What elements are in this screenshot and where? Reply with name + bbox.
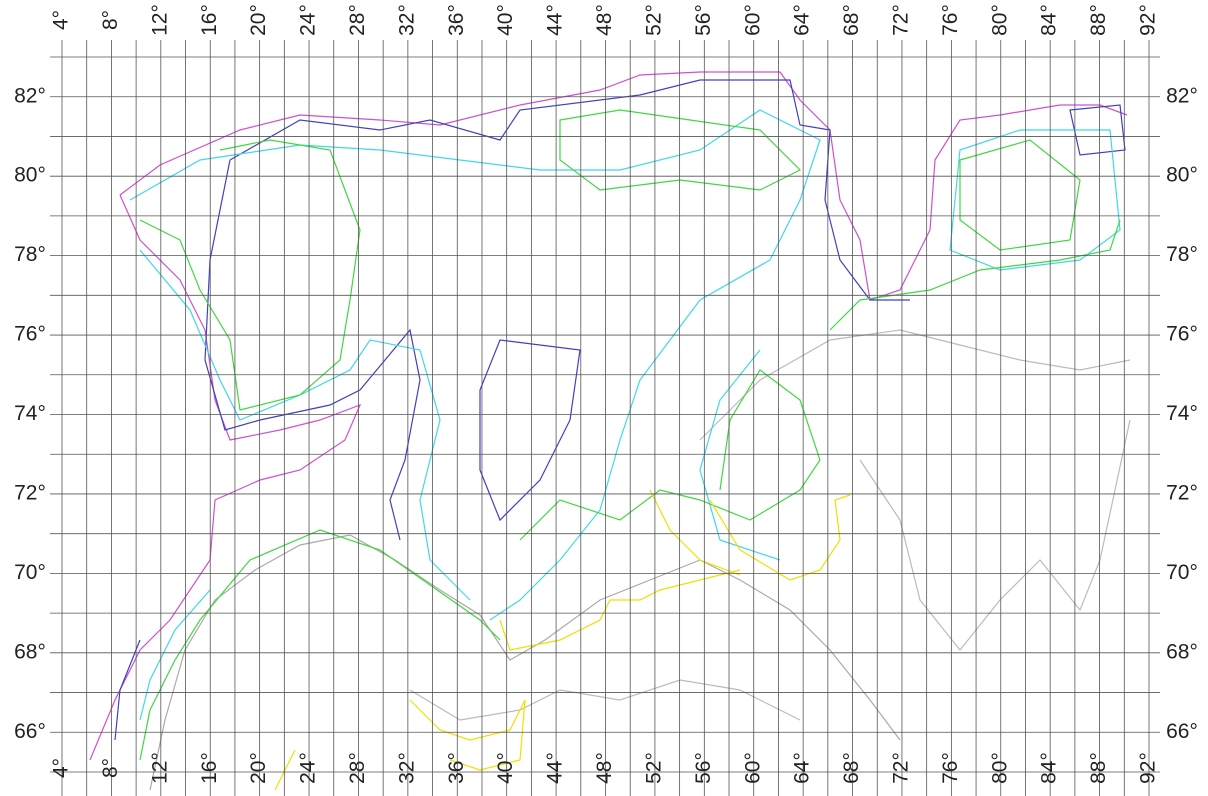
lat-label-left: 78° (14, 243, 46, 266)
lon-label-bottom: 56° (692, 752, 715, 784)
map: 4° 4° 8° 8° 12° 12° 16° 16° 20° 20° 24° 24° 28° 28° 32… (0, 0, 1208, 796)
lon-label-top: 12° (148, 4, 171, 36)
lon-label-bottom: 72° (890, 752, 913, 784)
lon-label-top: 84° (1038, 4, 1061, 36)
lat-label-right: 76° (1166, 323, 1198, 346)
lat-label-right: 68° (1166, 640, 1198, 663)
lon-label-top: 16° (198, 4, 221, 36)
lat-label-right: 70° (1166, 561, 1198, 584)
coastline (700, 330, 1130, 650)
lon-label-top: 40° (494, 4, 517, 36)
lat-label-right: 78° (1166, 243, 1198, 266)
lat-label-right: 66° (1166, 720, 1198, 743)
graticule-labels: 4° 4° 8° 8° 12° 12° 16° 16° 20° 20° 24° 24° 28° 28° 32… (14, 4, 1198, 784)
lon-label-bottom: 76° (939, 752, 962, 784)
lat-label-left: 82° (14, 84, 46, 107)
lon-label-bottom: 40° (494, 752, 517, 784)
lon-label-bottom: 88° (1087, 752, 1110, 784)
lon-label-top: 24° (297, 4, 320, 36)
lon-label-top: 80° (988, 4, 1011, 36)
lon-label-bottom: 32° (395, 752, 418, 784)
lon-label-bottom: 60° (741, 752, 764, 784)
lat-label-left: 76° (14, 323, 46, 346)
lon-label-bottom: 44° (544, 752, 567, 784)
graticule (50, 40, 1160, 796)
lon-label-bottom: 20° (247, 752, 270, 784)
lon-label-bottom: 36° (445, 752, 468, 784)
lon-label-bottom: 12° (148, 752, 171, 784)
lon-label-bottom: 28° (346, 752, 369, 784)
lat-label-left: 70° (14, 561, 46, 584)
lon-label-top: 4° (50, 10, 73, 30)
lon-label-top: 28° (346, 4, 369, 36)
lon-label-bottom: 52° (642, 752, 665, 784)
lon-label-top: 44° (544, 4, 567, 36)
lon-label-bottom: 84° (1038, 752, 1061, 784)
lat-label-left: 72° (14, 481, 46, 504)
lat-label-left: 80° (14, 164, 46, 187)
lat-label-right: 80° (1166, 164, 1198, 187)
lon-label-top: 92° (1137, 4, 1160, 36)
lat-label-left: 74° (14, 402, 46, 425)
lon-label-top: 56° (692, 4, 715, 36)
lon-label-top: 36° (445, 4, 468, 36)
lon-label-bottom: 68° (840, 752, 863, 784)
lon-label-bottom: 24° (297, 752, 320, 784)
lon-label-top: 60° (741, 4, 764, 36)
contours (90, 72, 1130, 790)
coastline (410, 680, 800, 720)
lon-label-top: 48° (593, 4, 616, 36)
lon-label-top: 64° (791, 4, 814, 36)
lon-label-bottom: 80° (988, 752, 1011, 784)
depth-contour (90, 195, 360, 760)
lon-label-top: 68° (840, 4, 863, 36)
lon-label-bottom: 4° (50, 758, 73, 778)
lon-label-bottom: 92° (1137, 752, 1160, 784)
lon-label-top: 32° (395, 4, 418, 36)
lon-label-bottom: 48° (593, 752, 616, 784)
depth-contour (275, 490, 850, 790)
lon-label-bottom: 16° (198, 752, 221, 784)
lat-label-left: 68° (14, 640, 46, 663)
lon-label-top: 52° (642, 4, 665, 36)
lon-label-bottom: 64° (791, 752, 814, 784)
lon-label-top: 76° (939, 4, 962, 36)
lat-label-left: 66° (14, 720, 46, 743)
depth-contour (115, 80, 1125, 740)
lat-label-right: 74° (1166, 402, 1198, 425)
lon-label-bottom: 8° (99, 758, 122, 778)
lon-label-top: 88° (1087, 4, 1110, 36)
lat-label-right: 82° (1166, 84, 1198, 107)
depth-contour (130, 110, 1120, 720)
lat-label-right: 72° (1166, 481, 1198, 504)
lon-label-top: 8° (99, 10, 122, 30)
lon-label-top: 20° (247, 4, 270, 36)
lon-label-top: 72° (890, 4, 913, 36)
